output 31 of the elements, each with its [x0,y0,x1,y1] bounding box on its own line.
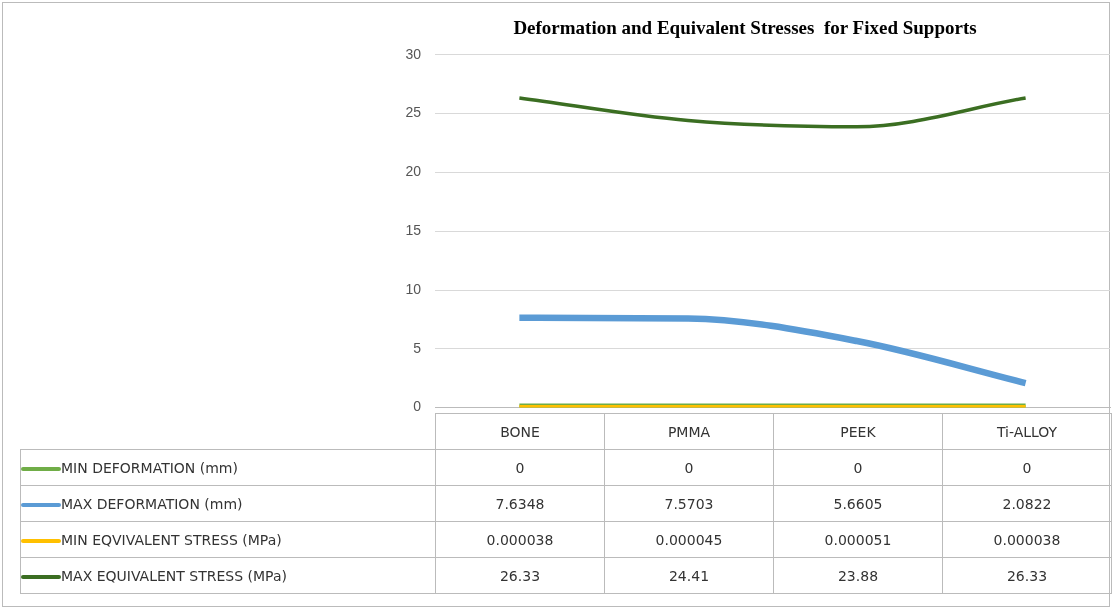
legend-label: MAX EQUIVALENT STRESS (MPa) [20,557,436,594]
x-tick-label: BONE [435,413,605,450]
chart-title: Deformation and Equivalent Stresses for Fixed Supports [513,17,977,39]
legend-label: MIN EQVIVALENT STRESS (MPa) [20,521,436,558]
legend-label: MIN DEFORMATION (mm) [20,449,436,486]
data-label: 26.33 [435,557,605,594]
data-label: 23.88 [773,557,943,594]
y-tick-label: 30 [405,45,422,62]
data-label: 26.33 [942,557,1112,594]
data-label: 2.0822 [942,485,1112,522]
data-label: 0 [773,449,943,486]
x-tick-label: PEEK [773,413,943,450]
y-tick-label: 25 [405,104,422,121]
data-label: 7.6348 [435,485,605,522]
x-tick-label: PMMA [604,413,774,450]
legend-label: MAX DEFORMATION (mm) [20,485,436,522]
data-label: 0 [604,449,774,486]
data-label: 24.41 [604,557,774,594]
data-label: 0.000038 [942,521,1112,558]
y-tick-label: 20 [405,163,422,180]
data-label: 5.6605 [773,485,943,522]
data-label: 0 [942,449,1112,486]
data-label: 0.000051 [773,521,943,558]
y-tick-label: 10 [405,280,422,297]
y-tick-label: 5 [413,339,422,356]
data-label: 0.000045 [604,521,774,558]
x-tick-label: Ti-ALLOY [942,413,1112,450]
data-label: 7.5703 [604,485,774,522]
data-label: 0.000038 [435,521,605,558]
y-tick-label: 0 [413,398,422,415]
y-tick-label: 15 [405,222,422,239]
